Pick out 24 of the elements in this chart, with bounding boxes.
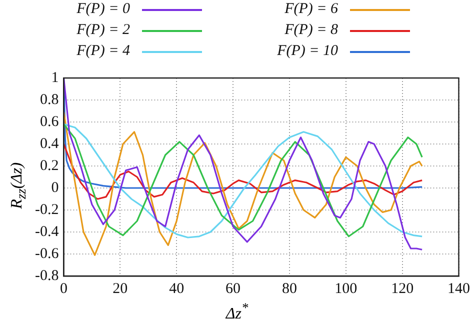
x-tick-label: 100 bbox=[334, 280, 358, 297]
y-tick-label: 0.2 bbox=[40, 158, 59, 174]
x-axis-title: Δz$^{*}$ bbox=[224, 300, 250, 324]
legend-label: F(P) = 10 bbox=[276, 43, 338, 60]
x-tick-label: 40 bbox=[169, 280, 184, 297]
y-tick-label: 0 bbox=[51, 180, 59, 196]
y-tick-label: 0.6 bbox=[40, 114, 60, 130]
y-tick-label: 1 bbox=[51, 70, 59, 86]
x-tick-label: 140 bbox=[448, 280, 470, 297]
y-tick-label: 0.8 bbox=[40, 92, 59, 108]
x-tick-label: 80 bbox=[282, 280, 297, 297]
y-tick-label: -0.8 bbox=[34, 268, 59, 284]
legend-label: F(P) = 4 bbox=[76, 43, 130, 60]
legend-label: F(P) = 0 bbox=[76, 1, 130, 18]
legend-label: F(P) = 6 bbox=[284, 1, 338, 18]
y-tick-label: 0.4 bbox=[40, 136, 60, 152]
y-tick-label: -0.2 bbox=[34, 202, 59, 218]
x-tick-label: 20 bbox=[112, 280, 128, 297]
x-tick-label: 120 bbox=[391, 280, 414, 297]
y-tick-label: -0.4 bbox=[34, 224, 60, 240]
x-tick-label: 60 bbox=[226, 280, 241, 297]
legend-label: F(P) = 8 bbox=[284, 22, 338, 39]
legend-label: F(P) = 2 bbox=[76, 22, 130, 39]
y-tick-label: -0.6 bbox=[34, 246, 60, 262]
